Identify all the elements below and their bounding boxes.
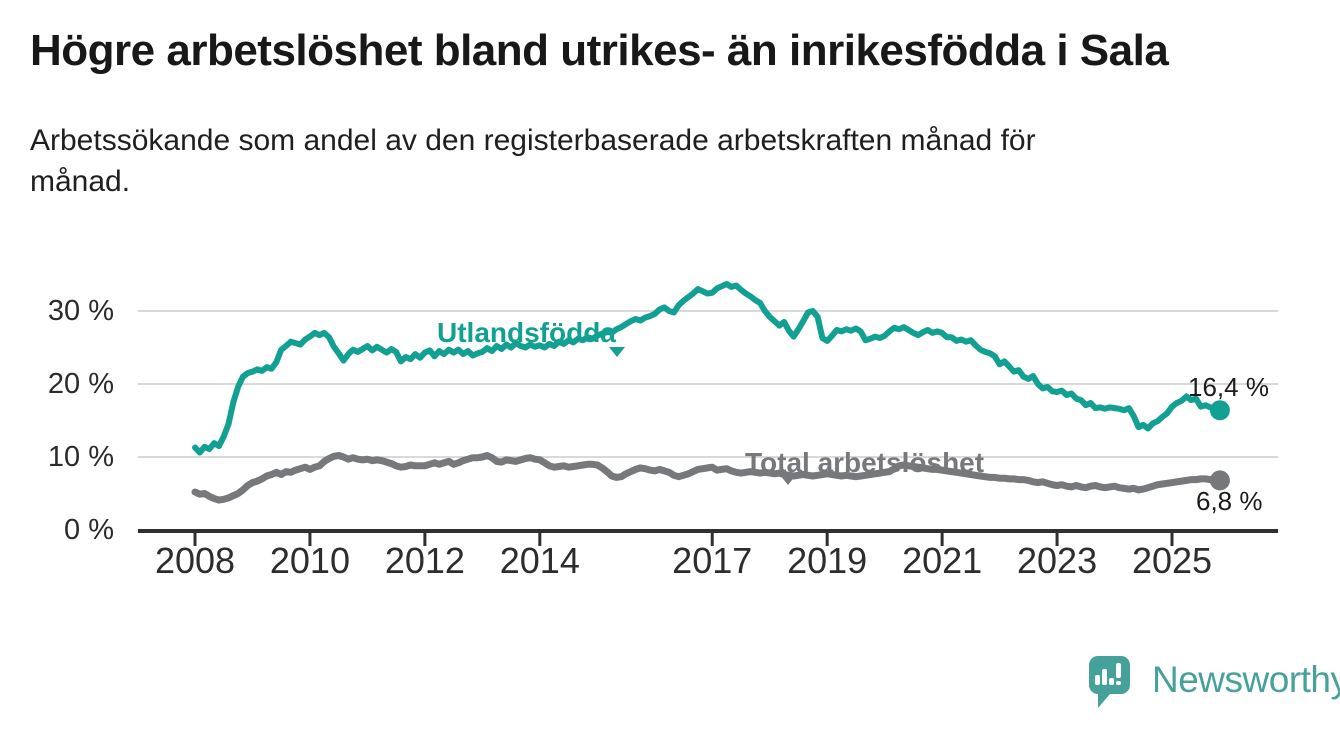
x-axis-label-2025: 2025 bbox=[1131, 540, 1213, 581]
y-axis-label-30: 30 % bbox=[47, 295, 114, 327]
page-title: Högre arbetslöshet bland utrikes- än inr… bbox=[30, 26, 1169, 75]
x-axis-label-2012: 2012 bbox=[384, 540, 465, 581]
x-axis-label-2010: 2010 bbox=[269, 540, 350, 581]
series-line-0 bbox=[192, 281, 1223, 456]
chart-subtitle-line-2: månad. bbox=[30, 165, 131, 198]
series-label-total-arbetsloshet: Total arbetslöshet bbox=[745, 447, 985, 478]
y-axis-label-20: 20 % bbox=[47, 368, 114, 400]
chart-subtitle: Arbetssökande som andel av den registerb… bbox=[30, 120, 1270, 202]
y-axis-label-0: 0 % bbox=[64, 514, 114, 546]
y-axis-label-10: 10 % bbox=[47, 441, 114, 473]
series-line-1 bbox=[191, 452, 1224, 504]
end-value-label-total: 6,8 % bbox=[1196, 486, 1263, 516]
series-label-utlandsfodda: Utlandsfödda bbox=[437, 317, 616, 348]
caret-down-icon bbox=[780, 475, 796, 485]
newsworthy-bar-chart-icon bbox=[1089, 656, 1130, 708]
x-axis-label-2014: 2014 bbox=[499, 540, 580, 581]
end-value-label-utlandsfodda: 16,4 % bbox=[1188, 372, 1269, 402]
series-end-dot-1 bbox=[1209, 470, 1230, 491]
x-axis-label-2017: 2017 bbox=[672, 540, 753, 581]
x-axis-label-2021: 2021 bbox=[902, 540, 983, 581]
chart-subtitle-line-1: Arbetssökande som andel av den registerb… bbox=[30, 124, 1036, 157]
caret-down-icon bbox=[609, 347, 625, 357]
series-end-dot-0 bbox=[1209, 400, 1230, 421]
x-axis-label-2019: 2019 bbox=[787, 540, 868, 581]
x-axis-label-2023: 2023 bbox=[1017, 540, 1098, 581]
newsworthy-logo-text: Newsworthy bbox=[1152, 659, 1340, 700]
newsworthy-logo: Newsworthy bbox=[1088, 656, 1340, 716]
x-axis-label-2008: 2008 bbox=[154, 540, 236, 581]
